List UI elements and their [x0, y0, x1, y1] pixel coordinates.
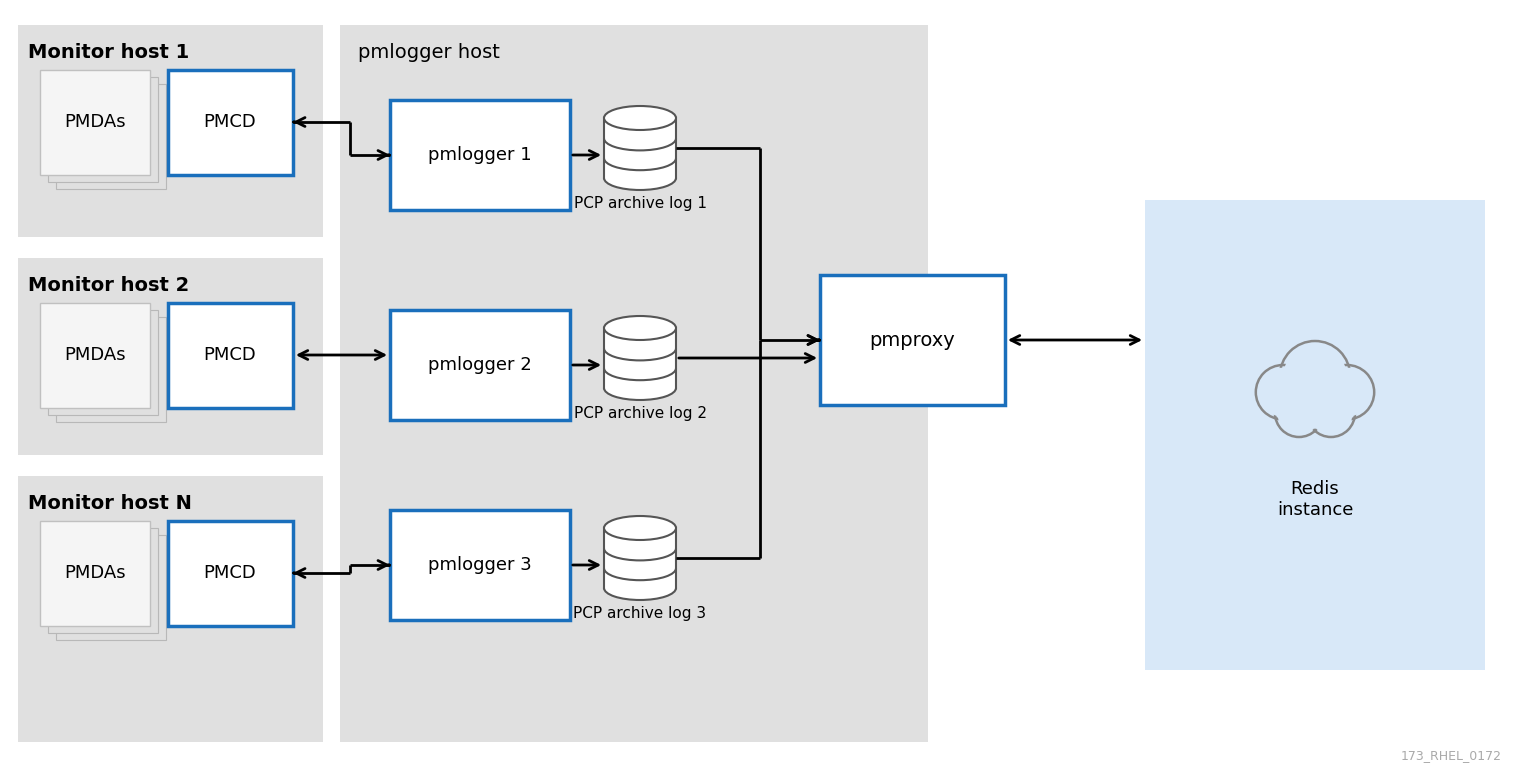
- Text: pmlogger 2: pmlogger 2: [429, 356, 532, 374]
- Ellipse shape: [603, 576, 676, 600]
- Circle shape: [1256, 365, 1310, 420]
- Bar: [391, 310, 570, 420]
- Bar: [49, 310, 158, 415]
- Bar: [18, 25, 322, 237]
- Ellipse shape: [603, 376, 676, 400]
- Text: pmlogger 1: pmlogger 1: [429, 146, 532, 164]
- Bar: [40, 70, 150, 175]
- Bar: [391, 510, 570, 620]
- Text: PCP archive log 3: PCP archive log 3: [573, 606, 707, 621]
- Text: pmlogger host: pmlogger host: [359, 43, 500, 62]
- Circle shape: [1319, 365, 1374, 420]
- Text: Monitor host 2: Monitor host 2: [27, 276, 190, 295]
- Bar: [169, 70, 293, 175]
- Bar: [603, 328, 676, 388]
- Bar: [56, 535, 166, 640]
- Text: Monitor host 1: Monitor host 1: [27, 43, 190, 62]
- Bar: [603, 528, 676, 588]
- Bar: [1145, 200, 1485, 670]
- Bar: [603, 118, 676, 178]
- Bar: [56, 317, 166, 422]
- Ellipse shape: [603, 516, 676, 540]
- Bar: [56, 84, 166, 189]
- Circle shape: [1259, 367, 1307, 417]
- Text: Redis
instance: Redis instance: [1277, 480, 1353, 519]
- Bar: [18, 258, 322, 455]
- Circle shape: [1322, 367, 1371, 417]
- Circle shape: [1275, 389, 1322, 437]
- Circle shape: [1280, 341, 1350, 411]
- Text: 173_RHEL_0172: 173_RHEL_0172: [1401, 749, 1502, 762]
- Bar: [18, 476, 322, 742]
- Text: PMDAs: PMDAs: [64, 564, 126, 582]
- Bar: [49, 528, 158, 633]
- Text: PMCD: PMCD: [204, 346, 257, 364]
- Ellipse shape: [603, 316, 676, 340]
- Bar: [819, 275, 1005, 405]
- Text: PMDAs: PMDAs: [64, 113, 126, 131]
- Circle shape: [1277, 392, 1321, 434]
- Ellipse shape: [603, 166, 676, 190]
- Bar: [40, 303, 150, 408]
- Bar: [40, 521, 150, 626]
- Text: PMCD: PMCD: [204, 564, 257, 582]
- Circle shape: [1283, 345, 1347, 408]
- Text: PCP archive log 2: PCP archive log 2: [573, 406, 707, 421]
- Text: pmlogger 3: pmlogger 3: [429, 556, 532, 574]
- Bar: [49, 77, 158, 182]
- Ellipse shape: [603, 106, 676, 130]
- Circle shape: [1309, 392, 1353, 434]
- Text: Monitor host N: Monitor host N: [27, 494, 192, 513]
- Text: PMDAs: PMDAs: [64, 346, 126, 364]
- Bar: [169, 303, 293, 408]
- Text: pmproxy: pmproxy: [869, 331, 955, 349]
- Text: PCP archive log 1: PCP archive log 1: [573, 196, 707, 211]
- Bar: [340, 25, 929, 742]
- Bar: [391, 100, 570, 210]
- Text: PMCD: PMCD: [204, 113, 257, 131]
- Circle shape: [1307, 389, 1354, 437]
- Bar: [169, 521, 293, 626]
